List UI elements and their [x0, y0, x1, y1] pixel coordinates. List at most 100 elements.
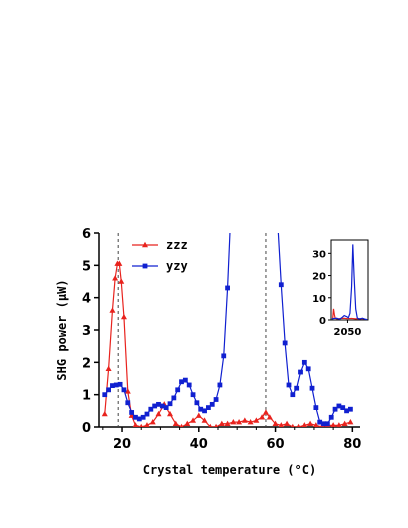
data-point-zzz: [284, 420, 291, 426]
x-tick-label: 20: [113, 437, 131, 452]
data-point-zzz: [109, 307, 116, 313]
data-point-yzy: [221, 353, 227, 359]
data-point-yzy: [152, 403, 158, 409]
data-point-yzy: [332, 406, 338, 412]
data-point-yzy: [317, 419, 323, 425]
data-point-yzy: [301, 359, 307, 365]
data-point-yzy: [133, 414, 138, 420]
data-point-zzz: [124, 388, 131, 394]
y-tick-label: 0: [82, 421, 91, 436]
data-point-zzz: [179, 423, 184, 427]
data-point-yzy: [140, 414, 146, 420]
data-point-zzz: [347, 418, 354, 425]
data-point-yzy: [290, 392, 296, 398]
data-point-zzz: [101, 410, 108, 417]
data-point-zzz: [195, 412, 202, 418]
inset-frame: [330, 239, 369, 321]
data-point-yzy: [328, 414, 334, 420]
inset-y-tick-label: 0: [319, 316, 326, 327]
data-point-yzy: [324, 421, 330, 427]
data-point-zzz: [167, 410, 174, 417]
data-point-yzy: [148, 406, 154, 412]
data-point-zzz: [278, 422, 284, 427]
inset-y-tick-label: 30: [312, 249, 326, 260]
legend-label-zzz: zzz: [166, 238, 188, 252]
x-tick-label: 80: [343, 437, 361, 452]
data-point-zzz: [144, 422, 150, 427]
inset-plot: 0 10 20 30 2050: [312, 239, 369, 338]
data-point-zzz: [313, 422, 319, 427]
data-point-zzz: [296, 423, 301, 427]
data-point-zzz: [118, 278, 125, 284]
data-point-yzy: [163, 405, 169, 410]
data-point-zzz: [112, 275, 119, 281]
data-point-zzz: [253, 417, 260, 423]
data-point-yzy: [340, 405, 346, 410]
data-point-zzz: [341, 420, 348, 426]
y-tick-label: 6: [82, 227, 91, 242]
data-point-zzz: [247, 418, 254, 425]
data-point-yzy: [117, 381, 123, 387]
x-tick-label: 40: [190, 437, 208, 452]
data-point-yzy: [144, 411, 150, 417]
data-point-yzy: [179, 379, 184, 385]
data-point-zzz: [291, 423, 295, 427]
data-point-yzy: [198, 406, 204, 412]
data-point-yzy: [294, 385, 300, 391]
data-point-yzy: [113, 382, 119, 388]
data-point-yzy: [298, 369, 303, 375]
data-point-zzz: [184, 420, 191, 426]
data-point-zzz: [224, 420, 231, 426]
data-point-yzy: [321, 421, 326, 427]
data-point-zzz: [301, 422, 308, 427]
data-point-zzz: [155, 410, 162, 417]
data-point-zzz: [105, 365, 112, 371]
legend: zzz yzy: [132, 238, 188, 273]
data-point-yzy: [348, 406, 353, 412]
legend-marker-zzz: [142, 241, 148, 248]
legend-label-yzy: yzy: [166, 259, 188, 273]
data-point-yzy: [205, 405, 211, 410]
data-point-zzz: [132, 422, 139, 427]
data-point-zzz: [218, 420, 225, 426]
data-point-zzz: [214, 423, 218, 427]
data-point-yzy: [156, 401, 161, 407]
data-point-yzy: [171, 395, 177, 401]
data-point-yzy: [305, 366, 311, 372]
data-point-zzz: [208, 423, 213, 427]
data-point-yzy: [167, 401, 173, 407]
data-point-yzy: [190, 392, 196, 398]
data-point-yzy: [110, 383, 115, 389]
data-point-zzz: [266, 414, 273, 420]
data-point-yzy: [129, 410, 135, 415]
data-point-yzy: [344, 408, 349, 414]
data-point-yzy: [202, 408, 207, 414]
data-point-yzy: [121, 387, 127, 393]
data-point-yzy: [159, 403, 165, 409]
data-point-yzy: [278, 282, 284, 288]
data-point-zzz: [116, 260, 123, 266]
x-axis-title: Crystal temperature (°C): [143, 463, 316, 477]
data-point-yzy: [209, 401, 215, 407]
data-point-yzy: [336, 403, 342, 409]
data-point-zzz: [149, 418, 156, 425]
data-point-zzz: [201, 417, 208, 423]
data-point-yzy: [213, 397, 219, 402]
inset-x-tick-label: 2050: [334, 327, 362, 338]
data-point-zzz: [262, 409, 269, 415]
data-point-zzz: [236, 418, 243, 425]
data-point-yzy: [182, 377, 188, 383]
legend-marker-yzy: [142, 263, 148, 269]
data-point-zzz: [230, 418, 237, 425]
main-plot: 0 1 2 3 4 5 6 20 40 60 80 Crystal temperature (°C) S…: [55, 227, 361, 477]
data-point-yzy: [186, 382, 192, 388]
data-point-zzz: [139, 423, 143, 427]
x-tick-label: 60: [267, 437, 285, 452]
series-zzz: [101, 260, 354, 427]
y-axis-title: SHG power (μW): [55, 279, 69, 380]
data-point-yzy: [136, 416, 142, 422]
y-tick-label: 2: [82, 356, 91, 371]
data-point-zzz: [272, 420, 279, 426]
series-line-yzy: [104, 233, 351, 425]
y-tick-label: 1: [82, 389, 91, 404]
